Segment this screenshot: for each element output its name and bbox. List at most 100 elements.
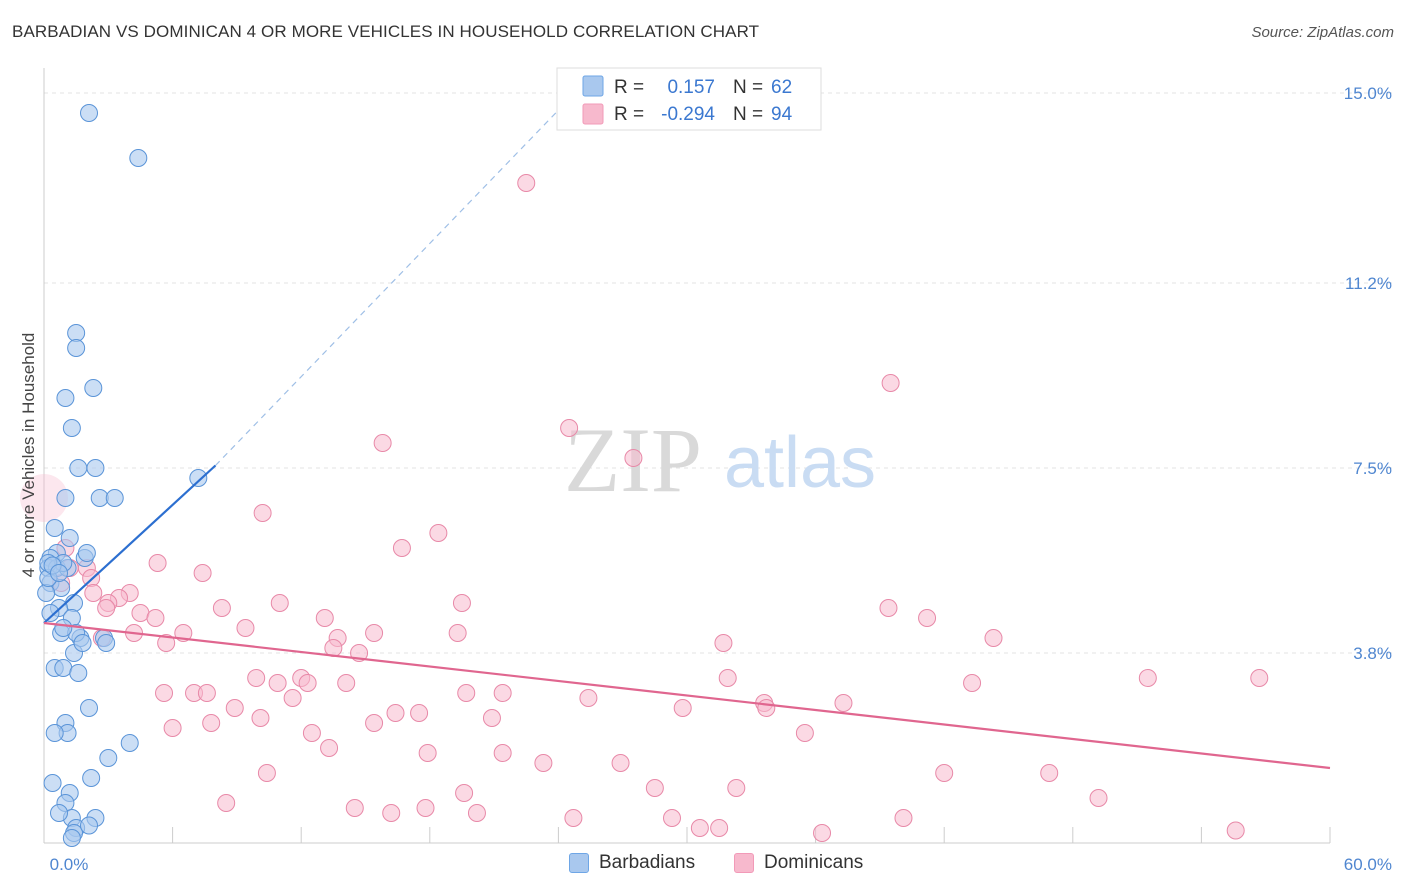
dominican-point — [517, 174, 536, 192]
barbadian-point — [84, 379, 103, 397]
dominican-point — [268, 674, 287, 692]
barbadian-point — [80, 816, 99, 835]
barbadian-point — [69, 664, 88, 682]
barbadian-point — [86, 459, 105, 477]
dominican-point — [283, 689, 302, 707]
dominican-point — [714, 634, 733, 652]
barbadian-point — [56, 389, 75, 407]
axes — [43, 68, 1331, 844]
barbadian-point — [80, 699, 99, 717]
dominican-point — [257, 764, 276, 782]
barbadian-point — [62, 829, 81, 847]
legend-n-label-1: N = — [733, 77, 763, 98]
barbadian-point — [41, 604, 60, 622]
dominican-point — [662, 809, 681, 827]
dominican-point-large — [20, 474, 68, 522]
dominican-point — [718, 669, 737, 687]
dominican-point — [236, 619, 255, 637]
dominican-point — [84, 584, 103, 602]
dominican-point — [645, 779, 664, 797]
dominican-point — [382, 804, 401, 822]
barbadian-point — [45, 519, 64, 537]
source-label: Source: ZipAtlas.com — [1251, 24, 1394, 41]
dominican-point — [710, 819, 729, 837]
barbadian-point — [54, 659, 73, 677]
barbadian-point — [69, 459, 88, 477]
dominican-point — [673, 699, 692, 717]
dominican-point — [217, 794, 236, 812]
dominican-point — [1040, 764, 1059, 782]
chart-title: BARBADIAN VS DOMINICAN 4 OR MORE VEHICLE… — [12, 22, 760, 41]
y-tick-label-2: 11.2% — [1345, 274, 1392, 293]
x-tick-label-max: 60.0% — [1344, 855, 1392, 874]
barbadian-point — [189, 469, 208, 487]
dominican-point — [202, 714, 221, 732]
barbadians-label: Barbadians — [599, 852, 696, 873]
legend-r-label-2: R = — [614, 104, 644, 125]
barbadian-point — [105, 489, 124, 507]
barbadian-point — [90, 489, 109, 507]
dominican-point — [493, 744, 512, 762]
dominican-point — [157, 634, 176, 652]
x-tick-label-min: 0.0% — [50, 855, 89, 874]
dominican-point — [482, 709, 501, 727]
dominican-point — [690, 819, 709, 837]
dominican-point — [298, 674, 317, 692]
dominican-point — [834, 694, 853, 712]
dominican-point — [365, 624, 384, 642]
barbadian-point — [77, 544, 96, 562]
dominican-point — [373, 434, 392, 452]
dominican-point — [813, 824, 832, 842]
dominican-point — [564, 809, 583, 827]
dominican-point — [212, 599, 231, 617]
barbadian-point — [99, 749, 118, 767]
barbadians-trend-line — [43, 464, 217, 624]
barbadian-point — [43, 774, 62, 792]
dominican-point — [963, 674, 982, 692]
watermark-atlas: atlas — [724, 423, 876, 503]
dominican-point — [410, 704, 429, 722]
dominican-point — [337, 674, 356, 692]
dominican-point — [448, 624, 467, 642]
dominican-point — [146, 609, 165, 627]
legend-r-value-2: -0.294 — [661, 104, 715, 125]
dominican-point — [881, 374, 900, 392]
dominican-point — [365, 714, 384, 732]
barbadian-point — [129, 149, 148, 167]
dominican-point — [345, 799, 364, 817]
dominican-point — [392, 539, 411, 557]
dominican-point — [148, 554, 167, 572]
dominican-point — [1226, 821, 1245, 840]
dominican-point — [270, 594, 289, 612]
barbadian-point — [45, 724, 64, 742]
dominican-point — [1089, 789, 1108, 807]
dominican-point — [193, 564, 212, 582]
legend-n-value-2: 94 — [771, 104, 793, 125]
correlation-legend: R = 0.157 N = 62 R = -0.294 N = 94 — [556, 67, 822, 131]
y-tick-label-1: 7.5% — [1353, 459, 1392, 478]
dominican-point — [534, 754, 553, 772]
dominican-point — [879, 599, 898, 617]
barbadian-point — [62, 419, 81, 437]
x-tick-labels: 0.0% 60.0% — [50, 855, 1392, 874]
legend-r-label-1: R = — [614, 77, 644, 98]
legend-n-label-2: N = — [733, 104, 763, 125]
y-tick-labels: 3.8% 7.5% 11.2% 15.0% — [1344, 84, 1392, 663]
dominican-point — [302, 724, 321, 742]
barbadian-point — [82, 769, 101, 787]
barbadian-point — [80, 104, 99, 122]
dominican-point — [386, 704, 405, 722]
dominican-point — [247, 669, 266, 687]
dominican-point — [416, 799, 435, 817]
dominican-point — [918, 609, 937, 627]
dominicans-trend-line — [43, 621, 1331, 770]
dominican-point — [163, 719, 182, 737]
legend-swatch-pink — [582, 103, 604, 125]
barbadians-trend-extension — [215, 87, 581, 466]
dominican-point — [795, 724, 814, 742]
dominicans-swatch — [734, 853, 754, 873]
dominican-point — [894, 809, 913, 827]
barbadian-point — [120, 734, 139, 752]
dominican-point — [197, 684, 216, 702]
